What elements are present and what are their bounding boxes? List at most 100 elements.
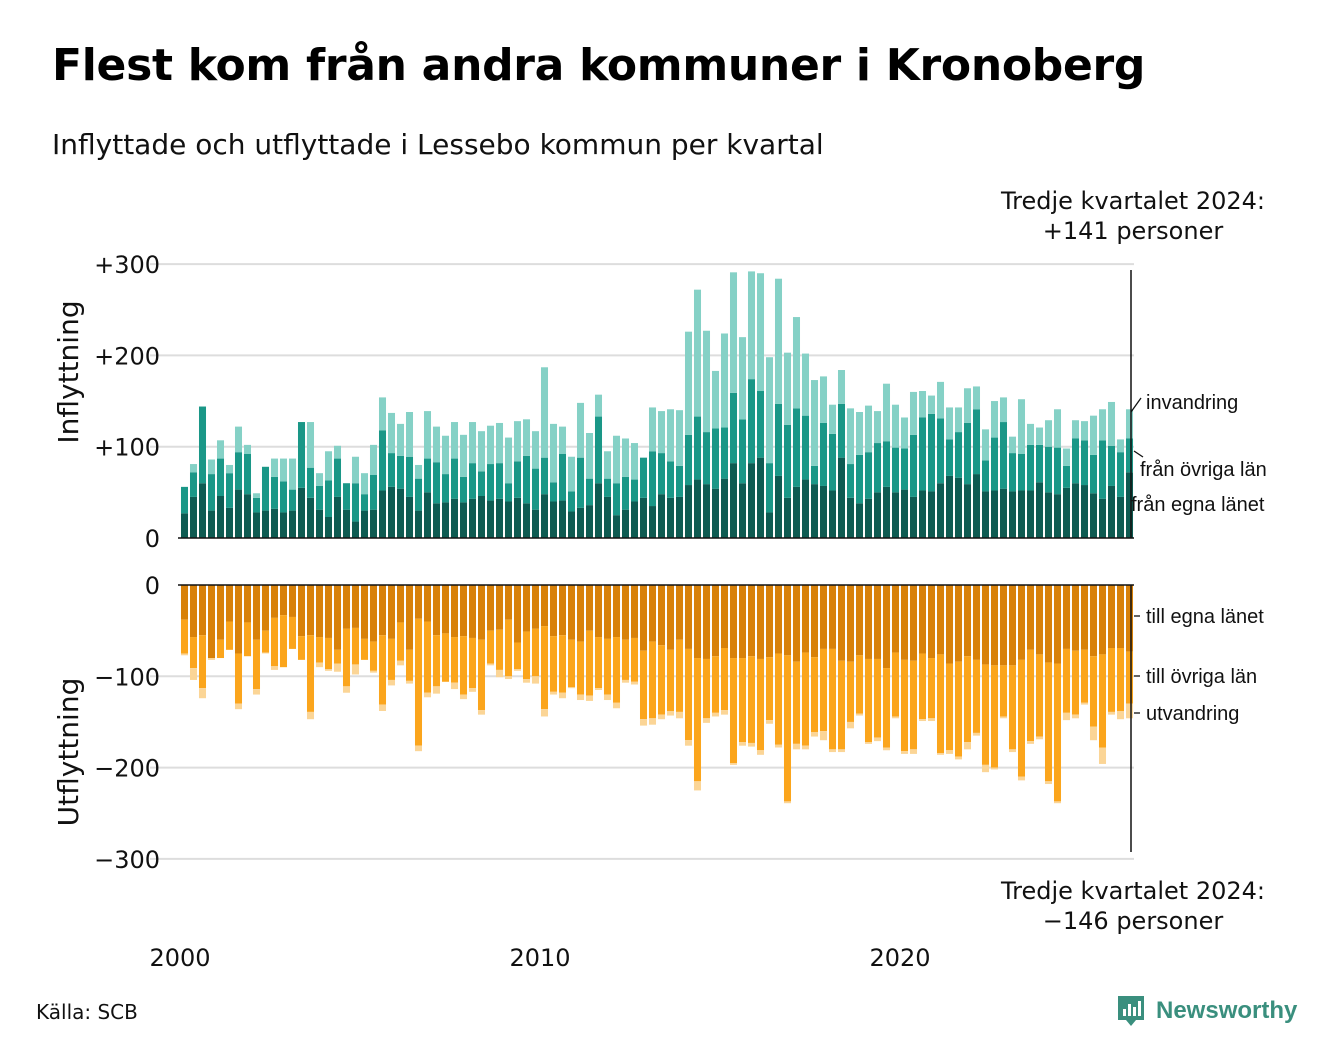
bar-outflow: [549, 585, 558, 637]
bar-outflow: [945, 585, 954, 664]
bar-inflow: [306, 467, 315, 498]
bar-outflow: [549, 636, 558, 692]
bar-outflow: [1116, 585, 1125, 648]
bar-outflow: [576, 585, 585, 642]
bar-outflow: [801, 745, 810, 750]
bar-outflow: [693, 781, 702, 791]
bar-outflow: [675, 639, 684, 712]
y-tick-label: +300: [94, 251, 160, 279]
bar-outflow: [783, 655, 792, 802]
bar-outflow: [504, 585, 513, 620]
bar-outflow: [801, 652, 810, 746]
bar-outflow: [873, 585, 882, 659]
bar-inflow: [1044, 446, 1053, 493]
bar-inflow: [612, 483, 621, 516]
bar-outflow: [981, 664, 990, 765]
bar-outflow: [477, 710, 486, 715]
bar-inflow: [846, 497, 855, 538]
bar-outflow: [936, 752, 945, 755]
bar-inflow: [1026, 490, 1035, 538]
bar-outflow: [279, 585, 288, 616]
bar-outflow: [387, 679, 396, 686]
bar-outflow: [459, 585, 468, 637]
bar-inflow: [441, 502, 450, 538]
bar-outflow: [540, 709, 549, 717]
bar-outflow: [828, 648, 837, 750]
bar-outflow: [189, 668, 198, 680]
chart-title: Flest kom från andra kommuner i Kronober…: [52, 40, 1146, 91]
bar-outflow: [990, 665, 999, 768]
bar-outflow: [486, 663, 495, 666]
bar-inflow: [711, 488, 720, 538]
bar-outflow: [963, 656, 972, 743]
bar-inflow: [837, 403, 846, 458]
bar-inflow: [1008, 453, 1017, 492]
bar-inflow: [801, 353, 810, 416]
bar-inflow: [540, 457, 549, 495]
bar-inflow: [810, 380, 819, 466]
bar-inflow: [837, 457, 846, 538]
bar-inflow: [1098, 440, 1107, 499]
bar-outflow: [621, 639, 630, 680]
bar-outflow: [531, 676, 540, 684]
bar-outflow: [963, 585, 972, 657]
bar-outflow: [1044, 781, 1053, 785]
bar-inflow: [1107, 485, 1116, 538]
bar-outflow: [990, 767, 999, 770]
bar-inflow: [684, 485, 693, 538]
bar-inflow: [189, 464, 198, 473]
bar-inflow: [765, 357, 774, 464]
bar-outflow: [837, 585, 846, 661]
series-label: utvandring: [1146, 703, 1239, 725]
bar-inflow: [963, 484, 972, 538]
bar-outflow: [531, 628, 540, 677]
bar-outflow: [702, 718, 711, 723]
bar-inflow: [954, 407, 963, 433]
bar-inflow: [792, 408, 801, 487]
bar-inflow: [333, 496, 342, 538]
bar-outflow: [1125, 651, 1134, 704]
bar-inflow: [549, 501, 558, 538]
bar-outflow: [333, 585, 342, 650]
bar-outflow: [288, 616, 297, 649]
bar-inflow: [234, 426, 243, 453]
bar-outflow: [1125, 585, 1134, 652]
annotation-bottom: Tredje kvartalet 2024: −146 personer: [960, 876, 1306, 936]
bar-inflow: [225, 507, 234, 538]
bar-inflow: [513, 497, 522, 538]
bar-inflow: [432, 503, 441, 538]
bar-inflow: [558, 426, 567, 455]
bar-inflow: [297, 422, 306, 488]
bar-outflow: [585, 585, 594, 631]
bar-inflow: [1053, 494, 1062, 538]
bar-inflow: [747, 271, 756, 380]
bar-outflow: [558, 692, 567, 699]
bar-inflow: [522, 455, 531, 504]
bar-inflow: [216, 496, 225, 538]
bar-inflow: [810, 465, 819, 485]
bar-outflow: [558, 585, 567, 636]
bar-inflow: [630, 443, 639, 480]
bar-inflow: [1071, 438, 1080, 484]
bar-outflow: [288, 585, 297, 617]
bar-inflow: [999, 397, 1008, 423]
bar-outflow: [315, 662, 324, 668]
bar-outflow: [342, 585, 351, 629]
bar-outflow: [801, 585, 810, 653]
bar-inflow: [351, 483, 360, 522]
bar-inflow: [351, 521, 360, 538]
bar-outflow: [432, 635, 441, 687]
bar-outflow: [423, 692, 432, 698]
bar-inflow: [810, 484, 819, 538]
source-note: Källa: SCB: [36, 1000, 138, 1024]
bar-inflow: [711, 428, 720, 489]
bar-outflow: [1008, 585, 1017, 666]
bar-inflow: [1026, 423, 1035, 445]
bar-outflow: [729, 763, 738, 765]
bar-outflow: [216, 639, 225, 659]
bar-inflow: [729, 272, 738, 393]
bar-outflow: [684, 585, 693, 649]
bar-outflow: [648, 718, 657, 725]
bar-inflow: [378, 397, 387, 431]
bar-outflow: [1008, 749, 1017, 753]
